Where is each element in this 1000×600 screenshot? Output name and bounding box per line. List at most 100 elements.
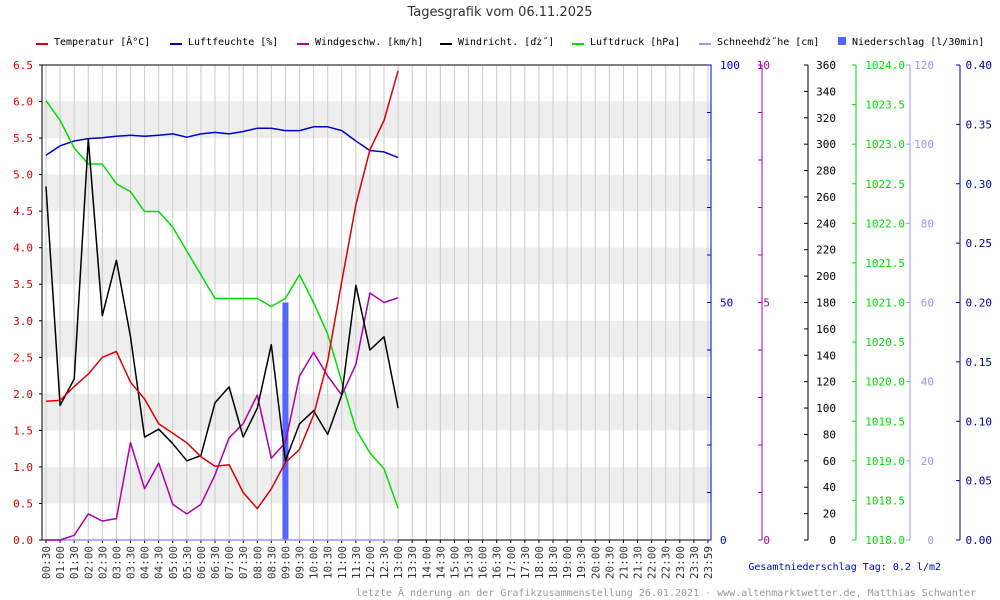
wind_direction-tick-label: 0 — [829, 534, 836, 547]
temperature-tick-label: 5.0 — [13, 169, 33, 182]
x-tick-label: 04:00 — [139, 546, 152, 579]
x-tick-label: 06:30 — [209, 546, 222, 579]
pressure-tick-label: 1018.5 — [865, 494, 905, 507]
wind_direction-tick-label: 300 — [816, 138, 836, 151]
wind_direction-tick-label: 320 — [816, 112, 836, 125]
x-tick-label: 23:59 — [702, 546, 715, 579]
rain-tick-label: 0.10 — [966, 415, 993, 428]
x-tick-label: 03:00 — [110, 546, 123, 579]
temperature-tick-label: 3.5 — [13, 278, 33, 291]
snow-tick-label: 20 — [921, 455, 934, 468]
rain-tick-label: 0.00 — [966, 534, 993, 547]
x-tick-label: 05:00 — [167, 546, 180, 579]
x-tick-label: 23:30 — [688, 546, 701, 579]
x-tick-label: 21:30 — [632, 546, 645, 579]
wind_direction-tick-label: 240 — [816, 217, 836, 230]
x-tick-label: 23:00 — [674, 546, 687, 579]
pressure-tick-label: 1023.5 — [865, 99, 905, 112]
rain-bar — [282, 302, 289, 540]
x-tick-label: 17:30 — [519, 546, 532, 579]
snow-tick-label: 60 — [921, 297, 934, 310]
legend-label-pressure: Luftdruck [hPa] — [590, 37, 680, 48]
temperature-tick-label: 4.5 — [13, 205, 33, 218]
total-precipitation-label: Gesamtniederschlag Tag: 0.2 l/m2 — [748, 562, 941, 573]
pressure-tick-label: 1018.0 — [865, 534, 905, 547]
x-tick-label: 13:00 — [392, 546, 405, 579]
wind_direction-tick-label: 200 — [816, 270, 836, 283]
rain-tick-label: 0.35 — [966, 118, 993, 131]
x-tick-label: 07:30 — [237, 546, 250, 579]
x-tick-label: 15:30 — [463, 546, 476, 579]
temperature-tick-label: 2.5 — [13, 351, 33, 364]
chart-title: Tagesgrafik vom 06.11.2025 — [406, 5, 592, 20]
temperature-tick-label: 0.5 — [13, 497, 33, 510]
x-tick-label: 16:30 — [491, 546, 504, 579]
x-tick-label: 18:30 — [547, 546, 560, 579]
rain-tick-label: 0.20 — [966, 297, 993, 310]
pressure-tick-label: 1019.0 — [865, 455, 905, 468]
x-tick-label: 04:30 — [153, 546, 166, 579]
humidity-tick-label: 0 — [720, 534, 727, 547]
wind_direction-tick-label: 220 — [816, 244, 836, 257]
x-tick-label: 13:30 — [406, 546, 419, 579]
wind_direction-tick-label: 40 — [823, 481, 836, 494]
wind_direction-tick-label: 120 — [816, 376, 836, 389]
x-tick-label: 17:00 — [505, 546, 518, 579]
pressure-tick-label: 1019.5 — [865, 415, 905, 428]
pressure-tick-label: 1023.0 — [865, 138, 905, 151]
temperature-tick-label: 5.5 — [13, 132, 33, 145]
temperature-tick-label: 6.5 — [13, 59, 33, 72]
x-tick-label: 19:00 — [561, 546, 574, 579]
background-bands — [42, 101, 711, 504]
pressure-line — [45, 100, 399, 509]
legend-label-snow: Schneehďż˝he [cm] — [717, 36, 819, 48]
temperature-tick-label: 1.5 — [13, 424, 33, 437]
x-tick-label: 05:30 — [181, 546, 194, 579]
x-tick-label: 09:00 — [279, 546, 292, 579]
x-tick-label: 11:30 — [350, 546, 363, 579]
wind_speed-tick-label: 10 — [757, 59, 770, 72]
rain-tick-label: 0.40 — [966, 59, 993, 72]
pressure-tick-label: 1021.5 — [865, 257, 905, 270]
x-tick-label: 06:00 — [195, 546, 208, 579]
legend-label-temperature: Temperatur [Â°C] — [54, 35, 150, 48]
x-tick-label: 12:30 — [378, 546, 391, 579]
x-tick-label: 14:00 — [420, 546, 433, 579]
rain-tick-label: 0.15 — [966, 356, 993, 369]
temperature-tick-label: 4.0 — [13, 242, 33, 255]
wind_direction-tick-label: 340 — [816, 85, 836, 98]
x-tick-label: 09:30 — [294, 546, 307, 579]
series-layer — [45, 70, 399, 541]
x-tick-label: 08:00 — [251, 546, 264, 579]
x-tick-label: 02:00 — [82, 546, 95, 579]
snow-tick-label: 0 — [927, 534, 934, 547]
x-tick-label: 22:30 — [660, 546, 673, 579]
humidity-tick-label: 100 — [720, 59, 740, 72]
x-tick-label: 20:30 — [603, 546, 616, 579]
temperature-tick-label: 6.0 — [13, 96, 33, 109]
snow-tick-label: 100 — [914, 138, 934, 151]
x-tick-label: 18:00 — [533, 546, 546, 579]
x-tick-label: 01:30 — [68, 546, 81, 579]
x-tick-label: 01:00 — [54, 546, 67, 579]
legend-label-rain: Niederschlag [l/30min] — [852, 37, 984, 48]
background-band — [42, 247, 711, 285]
pressure-tick-label: 1022.5 — [865, 178, 905, 191]
x-tick-label: 20:00 — [589, 546, 602, 579]
wind_speed-tick-label: 0 — [763, 534, 770, 547]
footer-note: letzte Ă nderung an der Grafikzusammenst… — [356, 586, 976, 599]
pressure-tick-label: 1020.0 — [865, 376, 905, 389]
snow-tick-label: 80 — [921, 217, 934, 230]
humidity-line — [45, 126, 399, 159]
x-tick-label: 19:30 — [575, 546, 588, 579]
background-band — [42, 320, 711, 358]
wind_direction-tick-label: 260 — [816, 191, 836, 204]
rain-tick-label: 0.05 — [966, 475, 993, 488]
x-tick-label: 21:00 — [617, 546, 630, 579]
x-tick-label: 02:30 — [96, 546, 109, 579]
temperature-tick-label: 0.0 — [13, 534, 33, 547]
x-tick-label: 16:00 — [477, 546, 490, 579]
background-band — [42, 466, 711, 504]
x-tick-label: 12:00 — [364, 546, 377, 579]
